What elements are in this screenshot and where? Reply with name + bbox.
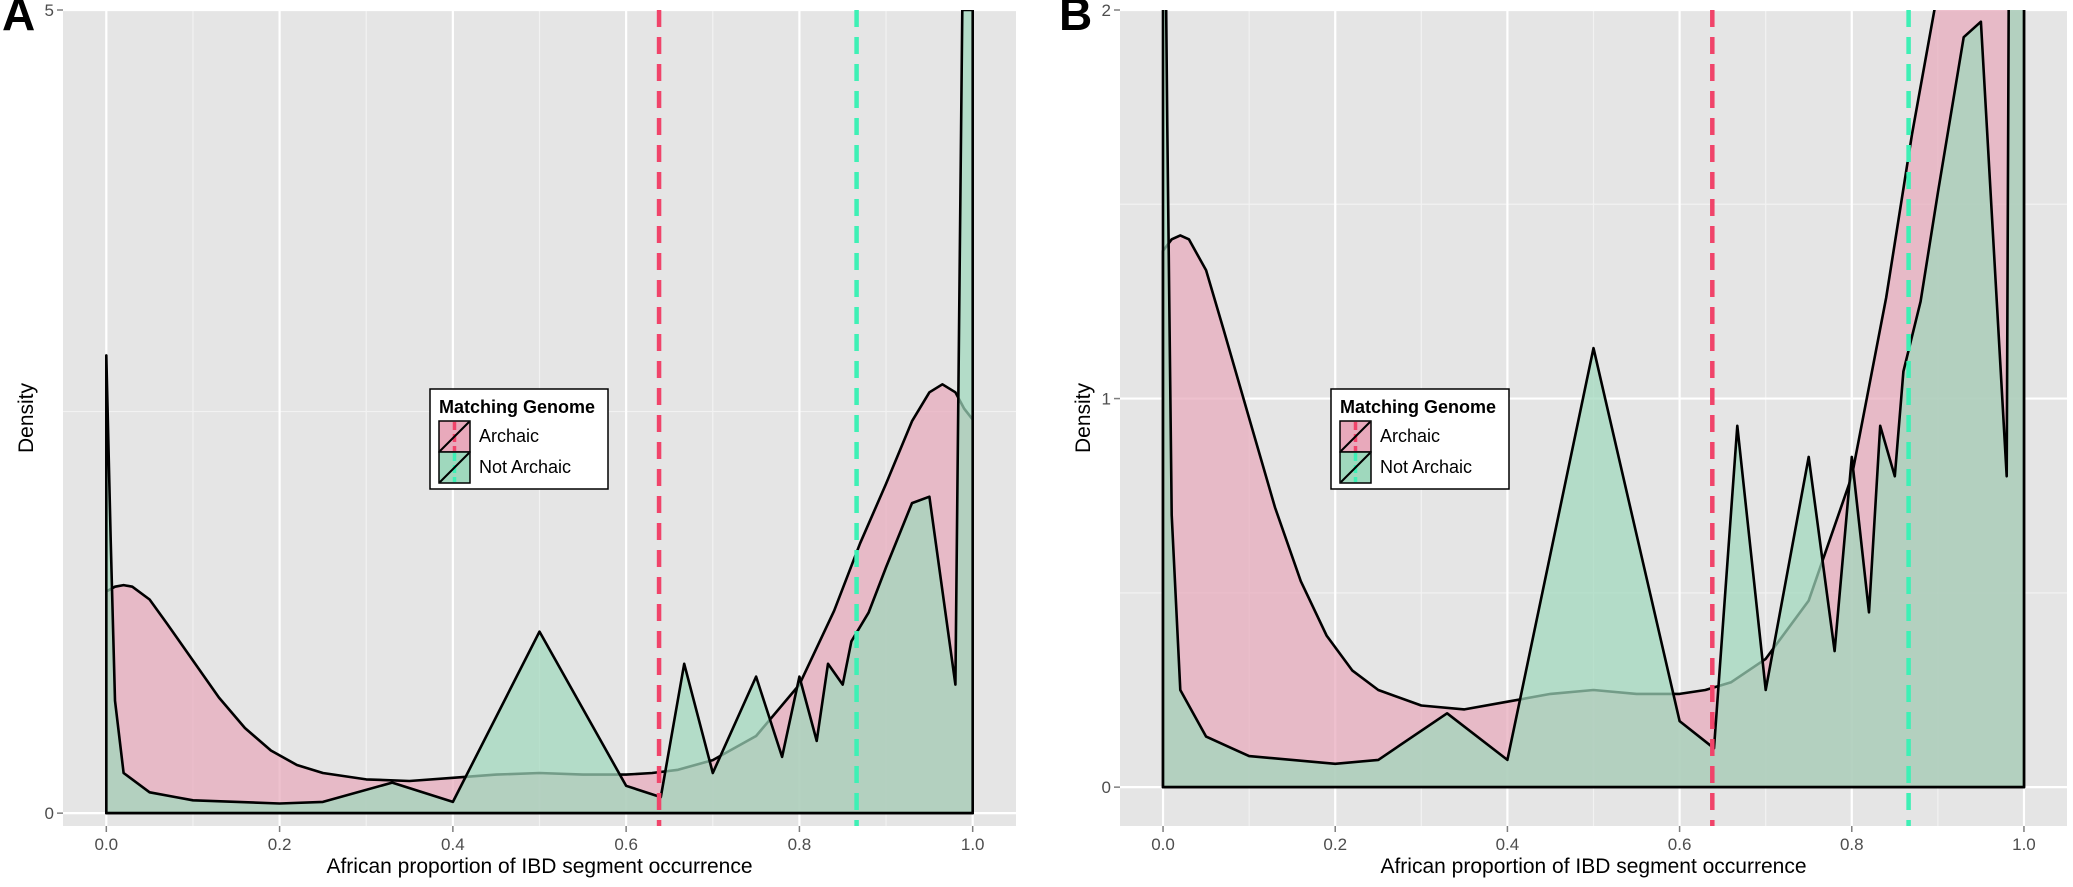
x-tick-label: 0.6 [1668,835,1692,854]
y-axis-title: Density [1072,382,1095,453]
x-axis-title: African proportion of IBD segment occurr… [1380,855,1806,878]
legend-entry-archaic: Archaic [479,426,539,446]
y-tick-label: 0 [45,804,54,823]
legend-entry-not-archaic: Not Archaic [479,457,571,477]
panel-b: 0.0 0.2 0.4 0.6 0.8 1.0 0 1 2 African proportion … [1059,0,2067,878]
y-tick-label: 2 [1102,1,1111,20]
panel-label: A [2,0,35,40]
plot-area [105,10,974,826]
x-tick-label: 0.0 [1151,835,1175,854]
plot-area [1161,10,2026,826]
legend-key-slash [1340,421,1371,452]
y-tick-label: 0 [1102,778,1111,797]
y-axis-title: Density [15,382,38,453]
legend: Matching Genome Archaic Not Archaic [1330,388,1510,490]
x-tick-label: 0.8 [788,835,812,854]
legend-title: Matching Genome [1340,397,1496,417]
legend-key-slash [1340,452,1371,483]
x-tick-label: 0.4 [1496,835,1520,854]
density-area-not-archaic [1161,10,2026,789]
legend-entry-not-archaic: Not Archaic [1380,457,1472,477]
legend: Matching Genome Archaic Not Archaic [429,388,609,490]
legend-key-slash [439,452,470,483]
x-tick-label: 0.0 [94,835,118,854]
x-tick-label: 0.8 [1840,835,1864,854]
x-axis-title: African proportion of IBD segment occurr… [326,855,752,878]
panel-a: 0.0 0.2 0.4 0.6 0.8 1.0 0 5 African proportion o… [2,0,1016,878]
x-tick-label: 0.2 [1323,835,1347,854]
density-area-not-archaic [105,10,974,815]
y-tick-label: 1 [1102,390,1111,409]
legend-title: Matching Genome [439,397,595,417]
x-tick-label: 0.2 [268,835,292,854]
x-tick-label: 1.0 [961,835,985,854]
x-tick-label: 1.0 [2012,835,2036,854]
x-tick-label: 0.4 [441,835,465,854]
legend-key-slash [439,421,470,452]
panel-label: B [1059,0,1092,40]
x-tick-label: 0.6 [614,835,638,854]
legend-entry-archaic: Archaic [1380,426,1440,446]
y-tick-label: 5 [45,1,54,20]
